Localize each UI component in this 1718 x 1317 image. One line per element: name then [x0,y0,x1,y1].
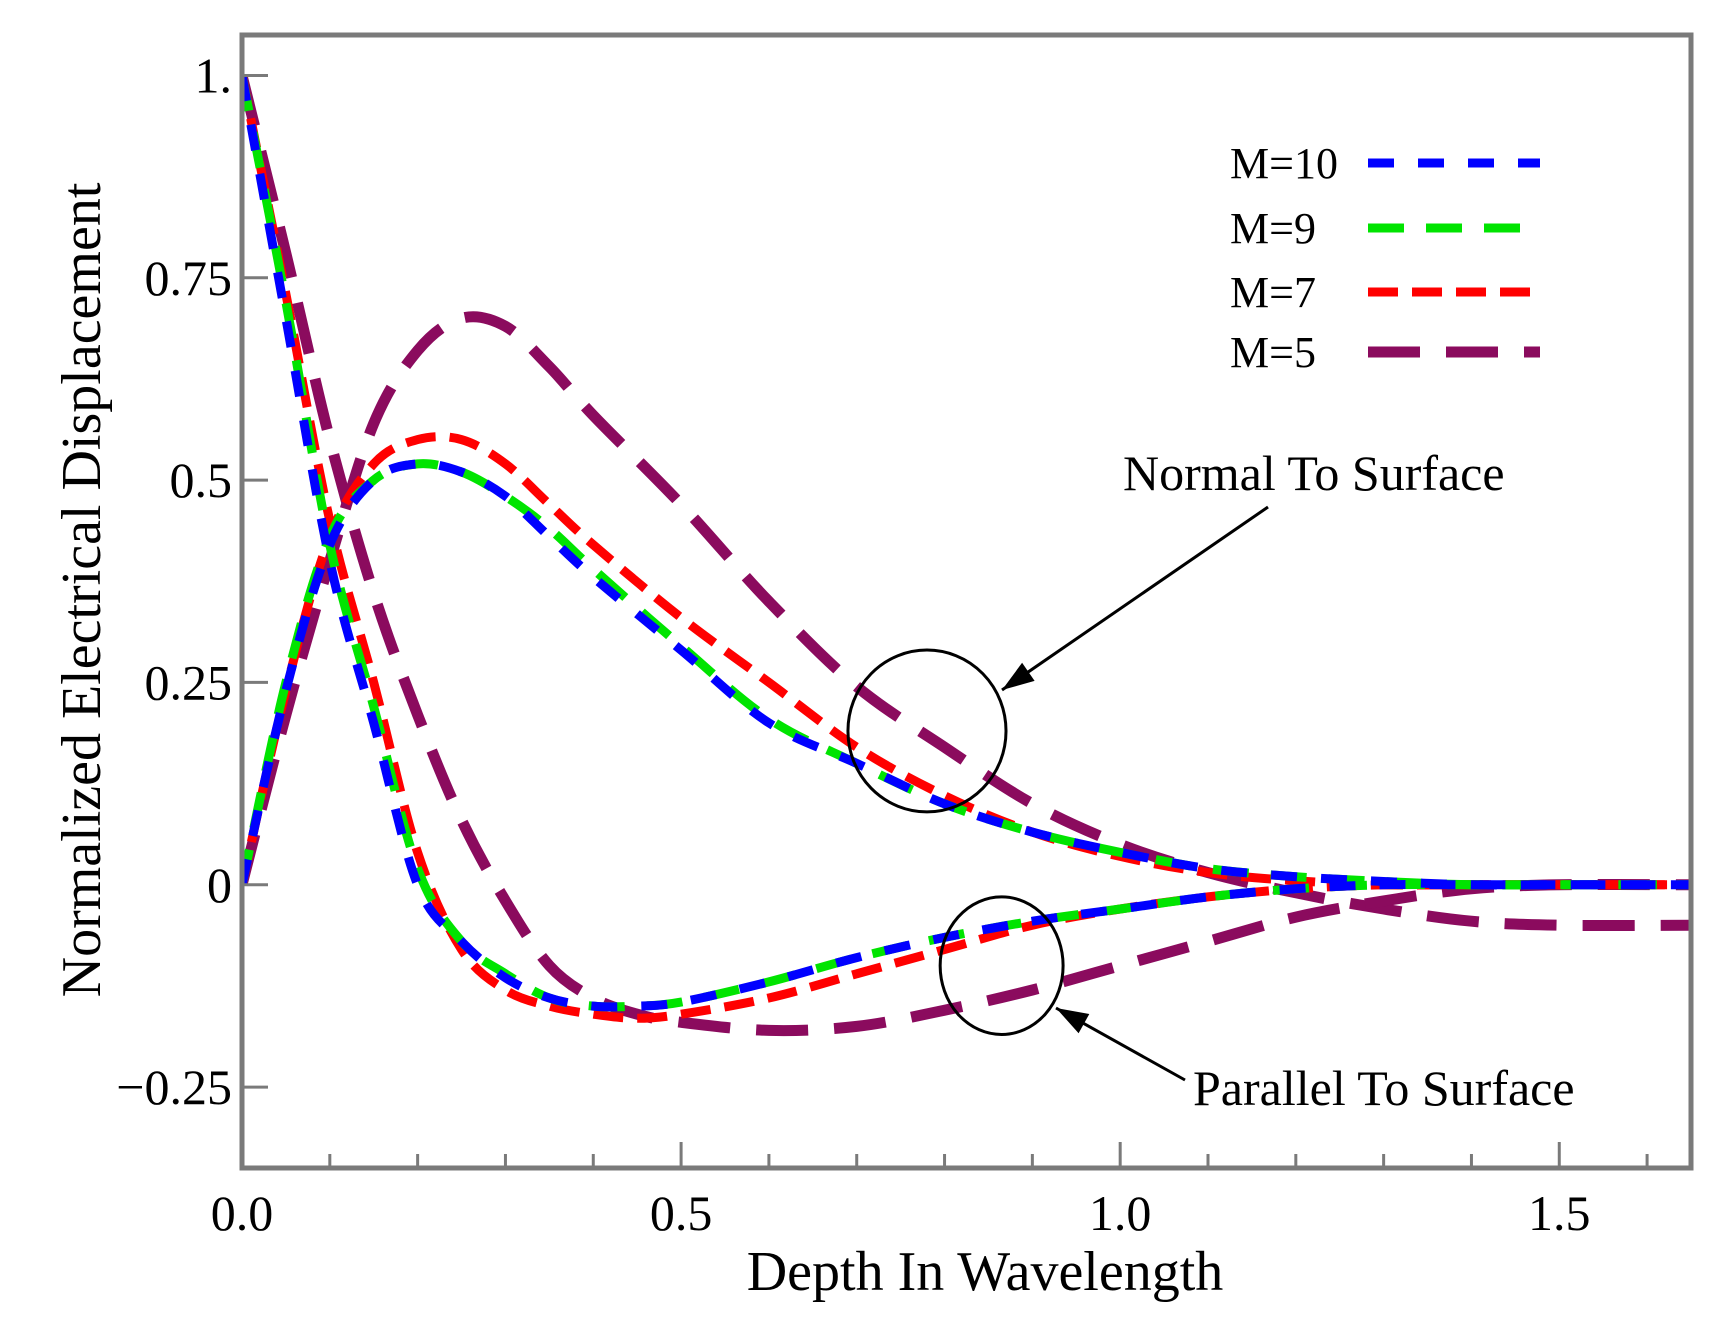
legend-item: M=9 [1230,204,1540,253]
legend-item: M=5 [1230,328,1540,377]
x-axis-label: Depth In Wavelength [747,1241,1224,1303]
y-tick-label: 0 [207,857,232,913]
annotations: Normal To Surface Parallel To Surface [846,445,1575,1116]
series-m-7-parallel-line [242,74,1691,1023]
y-tick-label: 0.75 [145,250,233,306]
legend-label: M=9 [1230,204,1316,253]
legend-label: M=10 [1230,139,1338,188]
annotation: Normal To Surface [846,445,1505,814]
legend-item: M=7 [1230,268,1540,317]
x-tick-label: 1.0 [1089,1185,1152,1241]
series-m-10-parallel-line [242,74,1691,1012]
legend-label: M=7 [1230,268,1316,317]
tick-labels: 0.0 0.5 1.0 1.5 1. 0.75 0.5 0.25 0 −0.25 [116,47,1590,1241]
series-m-5-parallel-line [242,74,1691,1037]
annotation: Parallel To Surface [938,895,1575,1116]
x-tick-label: 0.0 [211,1185,274,1241]
series-m-5-normal-line [242,311,1691,932]
y-axis-label: Normalized Electrical Displacement [51,182,113,997]
annotation-label: Normal To Surface [1123,445,1505,501]
x-tick-label: 0.5 [650,1185,713,1241]
x-tick-label: 1.5 [1528,1185,1591,1241]
axis-ticks [240,73,1561,1168]
series-m-10-normal-line [242,459,1691,890]
y-tick-label: 1. [195,47,233,103]
series-m-9-parallel-line [242,74,1691,1012]
y-tick-label: 0.25 [145,654,233,710]
legend-label: M=5 [1230,328,1316,377]
y-tick-label: 0.5 [170,452,233,508]
annotation-arrow-line [1001,505,1269,692]
annotation-arrowhead [1056,1008,1090,1034]
legend-item: M=10 [1230,139,1540,188]
series-m-9-normal-line [242,459,1691,890]
plot-frame [239,32,1694,1171]
series-layer [242,74,1691,1037]
annotation-arrowhead [1002,662,1035,690]
y-tick-label: −0.25 [116,1059,232,1115]
annotation-circle [846,648,1008,814]
annotation-label: Parallel To Surface [1193,1060,1575,1116]
legend: M=10 M=9 M=7 M=5 [1230,139,1540,377]
series-m-7-normal-line [242,432,1691,890]
annotation-circle [938,895,1065,1036]
